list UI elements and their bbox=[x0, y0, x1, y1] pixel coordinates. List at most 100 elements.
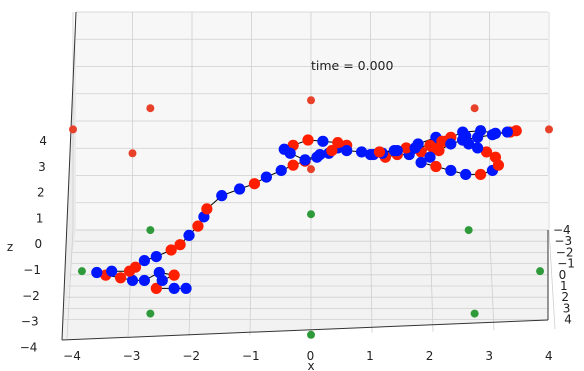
grid-line-floor bbox=[489, 229, 495, 331]
grid-line-floor bbox=[188, 229, 193, 337]
z-tick-labels: 4 3 2 1 0 −1 −2 −3 −4 bbox=[20, 134, 47, 354]
grid-line-floor bbox=[66, 229, 74, 339]
z-tick-label: −4 bbox=[20, 340, 38, 354]
fixed-point-bottom bbox=[146, 309, 155, 318]
chain-bead-blue bbox=[424, 151, 436, 163]
z-tick-label: −2 bbox=[22, 289, 40, 303]
chain-bead-blue bbox=[150, 251, 162, 263]
z-tick-label: 3 bbox=[38, 160, 46, 174]
grid-line-floor bbox=[370, 229, 373, 333]
x-tick-label: 4 bbox=[545, 349, 553, 363]
y-tick-label: −2 bbox=[556, 245, 574, 259]
x-tick-labels: −4 −3 −2 −1 0 1 2 3 4 bbox=[63, 349, 552, 363]
chain-bead-red bbox=[302, 134, 314, 146]
fixed-point-top bbox=[146, 104, 155, 113]
chain-bead-blue bbox=[501, 126, 513, 138]
chain-bead-blue bbox=[460, 168, 472, 181]
chain-bead-blue bbox=[284, 147, 296, 159]
chain-bead-blue bbox=[415, 156, 427, 169]
y-tick-label: 2 bbox=[561, 290, 569, 304]
chain-bead-blue bbox=[216, 190, 228, 202]
chain-bead-red bbox=[287, 159, 299, 171]
fixed-point-bottom bbox=[470, 309, 479, 318]
chain-bead-blue bbox=[445, 138, 457, 150]
floor-pane bbox=[62, 230, 548, 340]
chain-bead-blue bbox=[91, 266, 103, 279]
chain-bead-red bbox=[192, 220, 204, 232]
z-tick-label: 1 bbox=[36, 211, 44, 225]
x-axis-title: x bbox=[307, 359, 314, 371]
chain-bead-red bbox=[165, 244, 177, 256]
chain-bead-red bbox=[332, 137, 344, 149]
grid-line-floor bbox=[548, 229, 556, 330]
x-tick-label: 2 bbox=[426, 349, 434, 363]
chain-bead-red bbox=[433, 145, 445, 157]
x-tick-label: 1 bbox=[366, 349, 374, 363]
fixed-point-top bbox=[69, 125, 77, 134]
chain-bead-red bbox=[400, 142, 412, 154]
time-annotation: time = 0.000 bbox=[311, 58, 393, 73]
chain-bead-blue bbox=[472, 131, 484, 143]
fixed-point-bottom bbox=[307, 210, 315, 219]
chain-bead-blue bbox=[472, 142, 484, 154]
chain-bead-red bbox=[474, 168, 487, 181]
y-tick-label: 3 bbox=[563, 301, 571, 315]
y-tick-label: −1 bbox=[557, 257, 575, 271]
chain-bead-red bbox=[480, 146, 493, 158]
chain-bead-red bbox=[174, 239, 186, 251]
fixed-point-bottom bbox=[146, 226, 155, 235]
chain-bead-blue bbox=[445, 164, 457, 177]
x-tick-label: 0 bbox=[307, 349, 315, 363]
chain-bead-red bbox=[489, 151, 502, 163]
chain-bead-red bbox=[424, 139, 436, 151]
grid-line-floor bbox=[429, 229, 434, 332]
chain-bead-blue bbox=[275, 164, 287, 177]
chain-bead-blue bbox=[260, 171, 272, 183]
chain-bead-blue bbox=[234, 183, 246, 195]
chain-bead-blue bbox=[180, 282, 192, 294]
chain-bead-blue bbox=[106, 265, 118, 277]
z-axis-title: z bbox=[7, 240, 13, 254]
fixed-point-top bbox=[470, 104, 479, 113]
chain-bead-red bbox=[510, 125, 522, 137]
chain-bead-blue bbox=[168, 282, 180, 294]
fixed-point-top bbox=[128, 149, 137, 158]
chain-bead-blue bbox=[153, 266, 165, 279]
chain-bead-blue bbox=[409, 142, 421, 154]
y-tick-label: 0 bbox=[559, 268, 567, 282]
chain-bead-red bbox=[129, 261, 142, 273]
chain-bead-blue bbox=[138, 254, 150, 267]
z-tick-label: 0 bbox=[35, 237, 43, 251]
chain-bead-blue bbox=[341, 145, 353, 157]
y-tick-label: 1 bbox=[560, 279, 568, 293]
chain-bead-blue bbox=[183, 229, 195, 241]
z-tick-label: −3 bbox=[21, 315, 39, 329]
chain-bead-blue bbox=[126, 274, 139, 287]
chain-bead-red bbox=[373, 146, 386, 158]
chain-bead-blue bbox=[317, 135, 329, 147]
z-tick-label: −1 bbox=[23, 263, 41, 277]
y-tick-label: −3 bbox=[554, 234, 572, 248]
fixed-points bbox=[69, 96, 553, 339]
x-axis-line bbox=[61, 319, 549, 341]
x-tick-label: −3 bbox=[123, 349, 141, 363]
grid-line-floor bbox=[249, 229, 252, 336]
chain-bead-blue bbox=[460, 130, 472, 142]
chain-bead-red bbox=[430, 160, 442, 173]
y-tick-label: −4 bbox=[553, 223, 571, 237]
fixed-point-bottom bbox=[464, 226, 473, 235]
x-tick-label: −1 bbox=[242, 349, 260, 363]
x-tick-label: −4 bbox=[63, 349, 81, 363]
fixed-point-top bbox=[545, 125, 553, 134]
z-tick-label: 2 bbox=[37, 186, 45, 200]
chain-bead-red bbox=[326, 145, 338, 157]
chain-bead-red bbox=[248, 178, 261, 190]
chain-bead-red bbox=[115, 272, 127, 284]
axes bbox=[61, 11, 549, 341]
chain-bead-blue bbox=[364, 148, 377, 161]
chain-bead-blue bbox=[391, 145, 403, 157]
particle-chain bbox=[91, 125, 522, 294]
fixed-point-bottom bbox=[307, 330, 315, 339]
